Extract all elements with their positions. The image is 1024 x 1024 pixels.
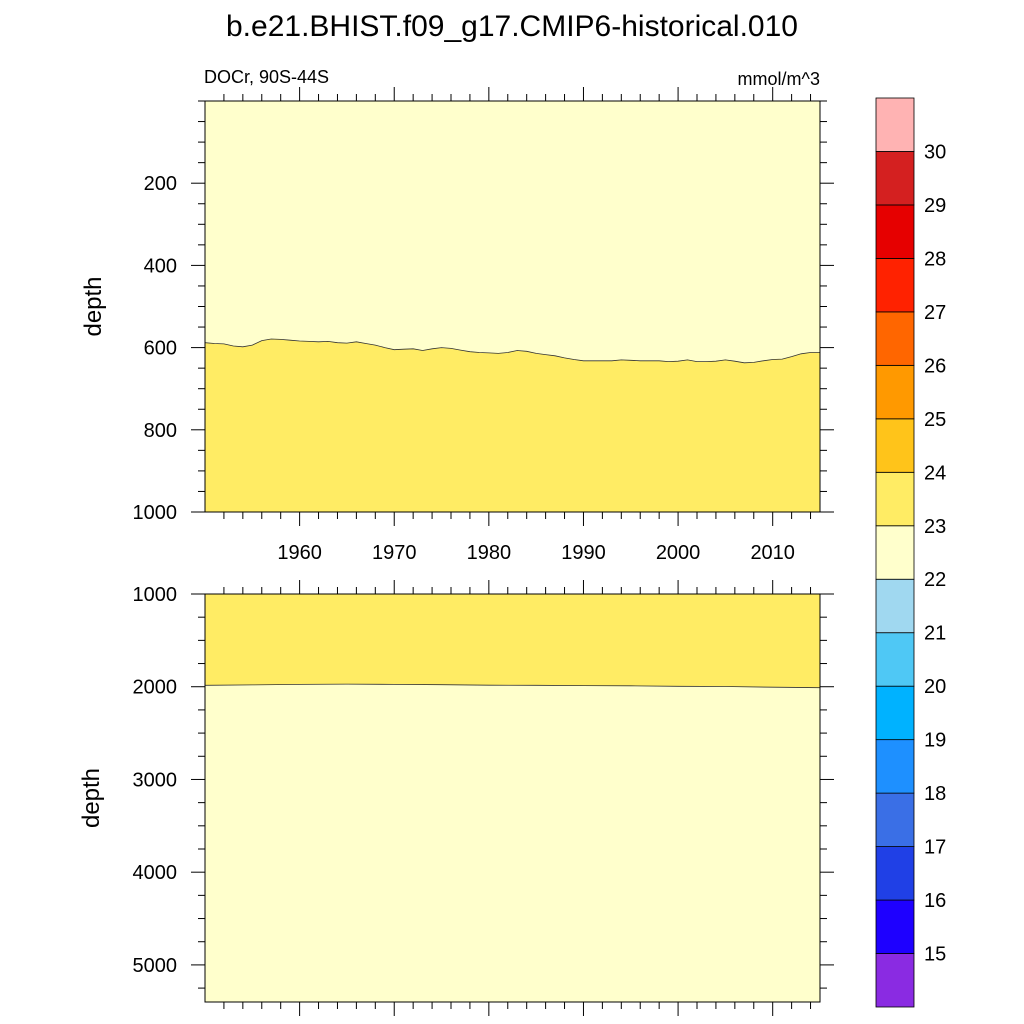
y-tick-label: 5000 — [133, 955, 178, 977]
x-tick-label: 2010 — [750, 542, 795, 564]
colorbar-swatch — [875, 685, 915, 741]
colorbar-swatch — [875, 792, 915, 847]
y-axis-label: depth — [78, 768, 105, 828]
colorbar-label: 21 — [924, 623, 946, 645]
chart-title: b.e21.BHIST.f09_g17.CMIP6-historical.010 — [226, 10, 798, 43]
colorbar-label: 16 — [924, 890, 946, 912]
upper-panel: 200 400 600 800 1000 1960 1970 1980 1990 2000 2010… — [80, 87, 834, 564]
y-tick-label: 800 — [144, 420, 177, 442]
colorbar-swatch — [875, 953, 915, 1008]
colorbar-swatch — [875, 739, 915, 794]
colorbar-swatch — [875, 899, 915, 954]
colorbar-swatch — [875, 578, 915, 634]
colorbar-label: 28 — [924, 248, 946, 270]
y-tick-label: 3000 — [133, 769, 178, 791]
colorbar-label: 27 — [924, 302, 946, 324]
contour-line — [204, 338, 820, 364]
y-tick-label: 600 — [144, 338, 177, 360]
fill-region-below — [205, 339, 820, 512]
fill-region-below — [205, 684, 820, 1002]
colorbar-label: 17 — [924, 837, 946, 859]
colorbar-swatch — [875, 97, 915, 152]
colorbar-swatch — [875, 204, 915, 259]
colorbar-swatch — [875, 151, 915, 206]
x-tick-label: 1990 — [561, 542, 606, 564]
colorbar-label: 24 — [924, 462, 946, 484]
x-tick-label: 1980 — [467, 542, 512, 564]
colorbar-label: 15 — [924, 944, 946, 966]
colorbar-label: 20 — [924, 676, 946, 698]
colorbar-swatch — [875, 846, 915, 901]
colorbar-label: 25 — [924, 409, 946, 431]
x-tick-label: 1960 — [277, 542, 322, 564]
colorbar-swatch — [875, 525, 915, 580]
colorbar-swatch — [875, 364, 915, 420]
colorbar-label: 30 — [924, 141, 946, 163]
y-tick-label: 1000 — [133, 502, 178, 524]
colorbar-label: 26 — [924, 355, 946, 377]
colorbar-swatch — [875, 311, 915, 366]
colorbar-label: 18 — [924, 783, 946, 805]
colorbar-swatch — [875, 632, 915, 687]
y-tick-label: 2000 — [133, 677, 178, 699]
y-tick-label: 1000 — [133, 584, 178, 606]
variable-region-label: DOCr, 90S-44S — [204, 67, 329, 87]
colorbar-label: 19 — [924, 730, 946, 752]
lower-panel: 1000 2000 3000 4000 5000 depth — [78, 580, 834, 1016]
colorbar: 15 16 17 18 19 20 21 22 23 24 25 26 27 28 29 30 — [875, 97, 946, 1008]
colorbar-swatch — [875, 258, 915, 313]
y-tick-label: 400 — [144, 255, 177, 277]
x-tick-label: 1970 — [372, 542, 417, 564]
colorbar-swatch — [875, 471, 915, 527]
plot-frame — [204, 593, 821, 1003]
colorbar-label: 22 — [924, 569, 946, 591]
y-tick-label: 200 — [144, 173, 177, 195]
x-tick-label: 2000 — [656, 542, 701, 564]
colorbar-swatch — [875, 418, 915, 473]
y-axis-label: depth — [80, 276, 107, 336]
contour-line — [204, 683, 821, 689]
units-label: mmol/m^3 — [738, 69, 820, 89]
y-tick-label: 4000 — [133, 862, 178, 884]
colorbar-label: 29 — [924, 195, 946, 217]
colorbar-label: 23 — [924, 516, 946, 538]
